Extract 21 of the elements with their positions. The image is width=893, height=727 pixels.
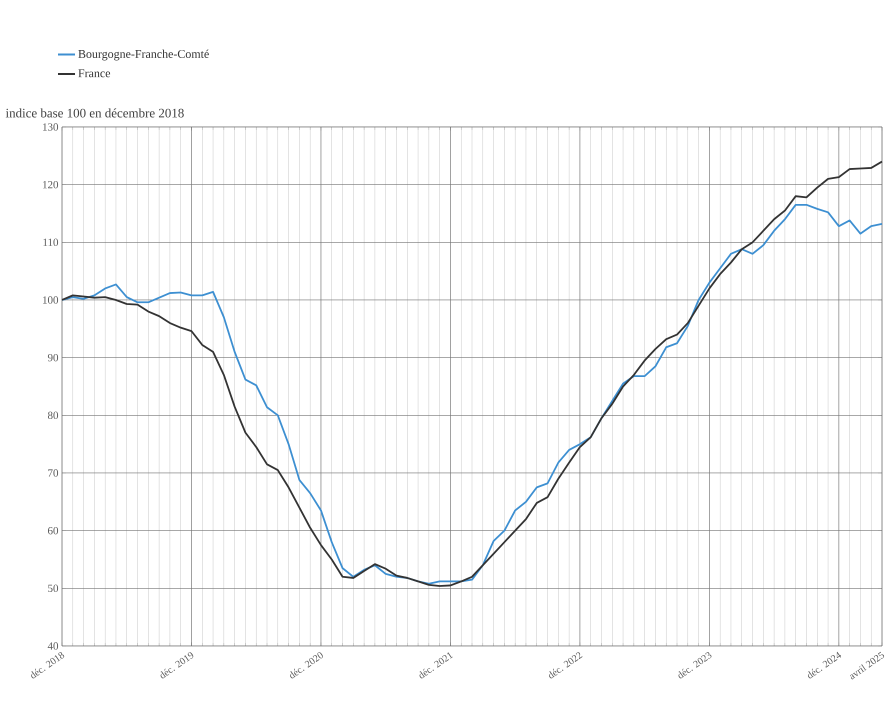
x-tick-label: déc. 2023	[678, 652, 712, 678]
y-axis-title: indice base 100 en décembre 2018	[6, 108, 184, 118]
y-tick-label: 50	[48, 584, 58, 592]
y-tick-label: 60	[48, 526, 58, 534]
legend-label: France	[78, 69, 110, 78]
legend-label: Bourgogne-Franche-Comté	[78, 50, 209, 60]
y-tick-label: 70	[48, 469, 58, 477]
y-tick-label: 80	[48, 412, 58, 420]
x-tick-label: déc. 2020	[290, 652, 323, 678]
x-tick-label: avril 2025	[850, 652, 884, 680]
y-tick-label: 120	[43, 180, 58, 188]
y-tick-label: 110	[43, 238, 58, 246]
y-tick-label: 130	[43, 123, 58, 131]
y-tick-label: 40	[48, 642, 58, 650]
x-tick-label: déc. 2024	[808, 652, 842, 678]
x-tick-label: déc. 2018	[30, 652, 64, 678]
y-tick-label: 90	[48, 354, 58, 362]
x-tick-label: déc. 2022	[548, 652, 583, 678]
x-tick-label: déc. 2019	[160, 652, 194, 678]
x-tick-label: déc. 2021	[419, 652, 454, 678]
y-tick-label: 100	[43, 296, 58, 304]
